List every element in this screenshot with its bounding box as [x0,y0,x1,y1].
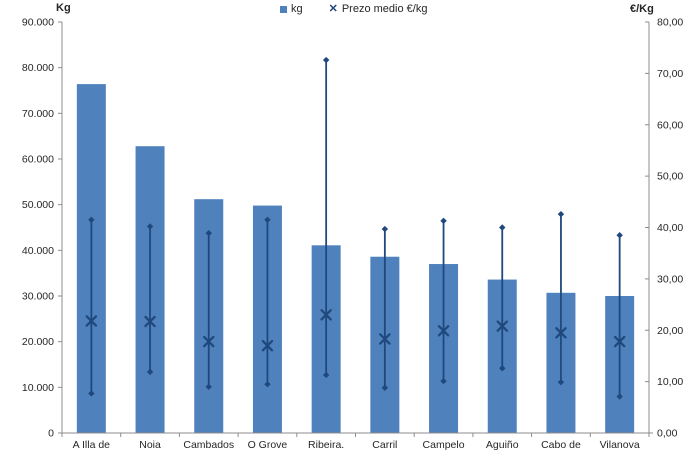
x-marker-carril [379,333,391,345]
right-axis-tick-label: 30,00 [657,273,683,285]
x-marker-ribeira- [320,309,332,321]
x-marker-a-illa-de [85,315,98,327]
category-label-campelo: Campelo [423,439,465,451]
x-marker-noia [144,315,156,328]
x-marker-campelo [437,325,450,337]
x-marker-vilanova [613,335,626,348]
left-axis-tick-label: 60.000 [22,154,54,166]
left-axis-tick-label: 50.000 [22,199,54,211]
category-label-a-illa-de: A Illa de [73,439,111,451]
category-label-ribeira-: Ribeira. [308,439,344,451]
right-axis-tick-label: 70,00 [657,68,683,80]
high-marker-a-illa-de [88,216,95,223]
category-label-carril: Carril [372,439,397,451]
chart-legend: kg ✕ Prezo medio €/kg [280,3,427,15]
legend-item-kg: kg [280,3,303,15]
high-marker-campelo [440,217,447,225]
right-axis-tick-label: 10,00 [657,376,683,388]
left-axis-title: Kg [56,2,71,14]
high-marker-vilanova [616,232,623,239]
x-marker-swatch-icon: ✕ [328,2,338,15]
left-axis-tick-label: 10.000 [22,382,54,394]
category-label-cabo-de: Cabo de [541,439,581,451]
right-axis-tick-label: 80,00 [657,17,683,29]
low-marker-agui-o [499,365,506,372]
legend-label-kg: kg [291,3,303,15]
right-axis-tick-label: 0,00 [657,428,678,440]
legend-item-prezo-medio: ✕ Prezo medio €/kg [329,3,428,15]
left-axis-tick-label: 80.000 [22,62,54,74]
left-axis-tick-label: 70.000 [22,108,54,120]
low-marker-campelo [440,377,447,385]
x-marker-o-grove [261,339,274,352]
high-marker-cambados [205,229,212,237]
category-label-o-grove: O Grove [248,439,288,451]
low-marker-noia [146,368,154,376]
low-marker-a-illa-de [88,390,95,397]
left-axis-tick-label: 20.000 [22,336,54,348]
low-marker-o-grove [264,380,271,388]
high-marker-ribeira- [322,56,330,64]
right-axis-tick-label: 20,00 [657,325,683,337]
high-marker-o-grove [264,216,271,223]
low-marker-vilanova [616,393,623,400]
right-axis-tick-label: 60,00 [657,119,683,131]
right-axis-title: €/Kg [630,3,654,15]
low-marker-cabo-de [557,378,565,386]
left-axis-tick-label: 0 [48,428,54,440]
high-marker-noia [146,223,154,230]
high-marker-agui-o [499,224,506,231]
high-marker-cabo-de [557,210,565,218]
category-label-cambados: Cambados [183,439,234,451]
right-axis-tick-label: 50,00 [657,171,683,183]
low-marker-carril [381,384,389,391]
x-marker-cabo-de [555,327,567,339]
category-label-noia: Noia [139,439,161,451]
category-label-agui-o: Aguiño [486,439,519,451]
low-marker-cambados [205,383,212,390]
left-axis-tick-label: 90.000 [22,17,54,29]
x-marker-cambados [202,335,215,348]
left-axis-tick-label: 30.000 [22,291,54,303]
right-axis-tick-label: 40,00 [657,222,683,234]
high-marker-carril [381,225,389,233]
low-marker-ribeira- [322,371,330,379]
x-marker-agui-o [496,320,509,332]
category-label-vilanova: Vilanova [600,439,640,451]
legend-label-prezo-medio: Prezo medio €/kg [341,3,428,15]
kg-series-swatch-icon [280,5,287,13]
left-axis-tick-label: 40.000 [22,245,54,257]
